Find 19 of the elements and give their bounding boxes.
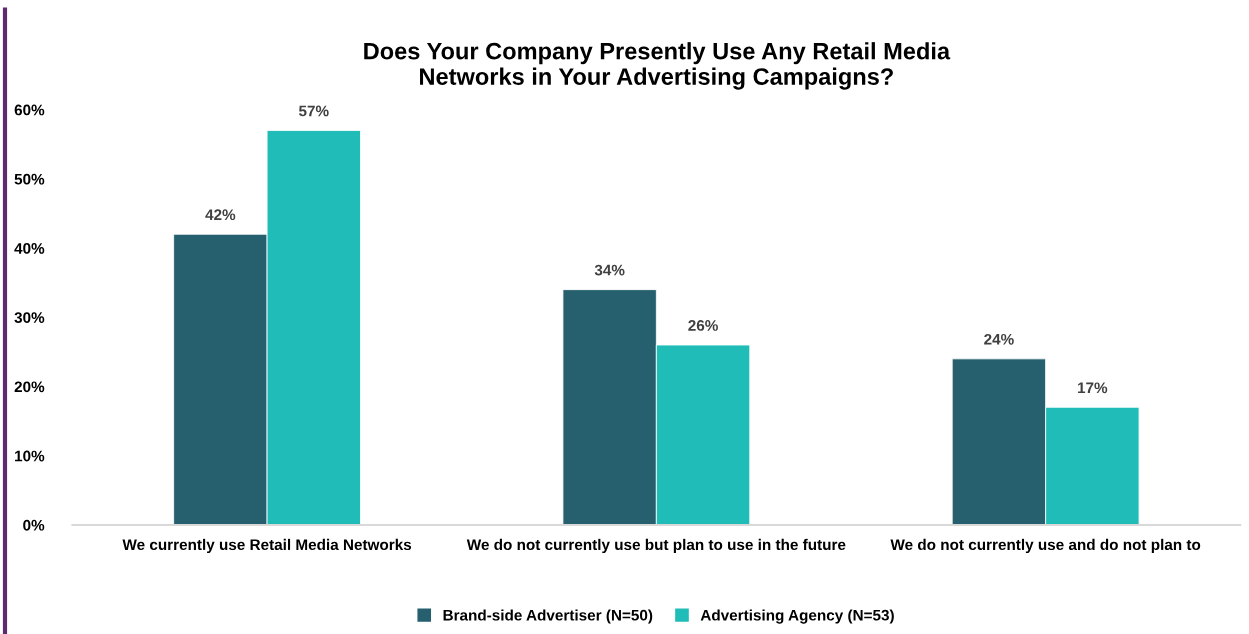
y-tick-label: 40% <box>14 242 45 254</box>
data-label: 42% <box>205 209 236 221</box>
data-label: 26% <box>688 320 718 331</box>
data-label: 34% <box>594 264 625 276</box>
x-tick-label: We currently use Retail Media Networks <box>122 538 412 554</box>
y-tick-label: 30% <box>14 312 45 324</box>
y-tick-label: 10% <box>15 450 45 462</box>
legend-label: Brand-side Advertiser (N=50) <box>443 609 653 624</box>
y-tick-label: 20% <box>14 381 45 393</box>
legend-label: Advertising Agency (N=53) <box>700 609 894 624</box>
y-tick-label: 60% <box>14 104 45 116</box>
data-label: 24% <box>984 333 1014 345</box>
y-tick-label: 50% <box>14 173 45 185</box>
data-label: 57% <box>298 105 329 117</box>
chart-title: Does Your Company Presently Use Any Retail Media Networks in Your Advertising Campaigns? <box>364 42 951 90</box>
x-tick-label: We do not currently use and do not plan to <box>890 538 1201 554</box>
data-label: 17% <box>1078 382 1108 394</box>
x-tick-label: We do not currently use but plan to use in the future <box>466 538 846 554</box>
y-tick-label: 0% <box>23 519 45 531</box>
